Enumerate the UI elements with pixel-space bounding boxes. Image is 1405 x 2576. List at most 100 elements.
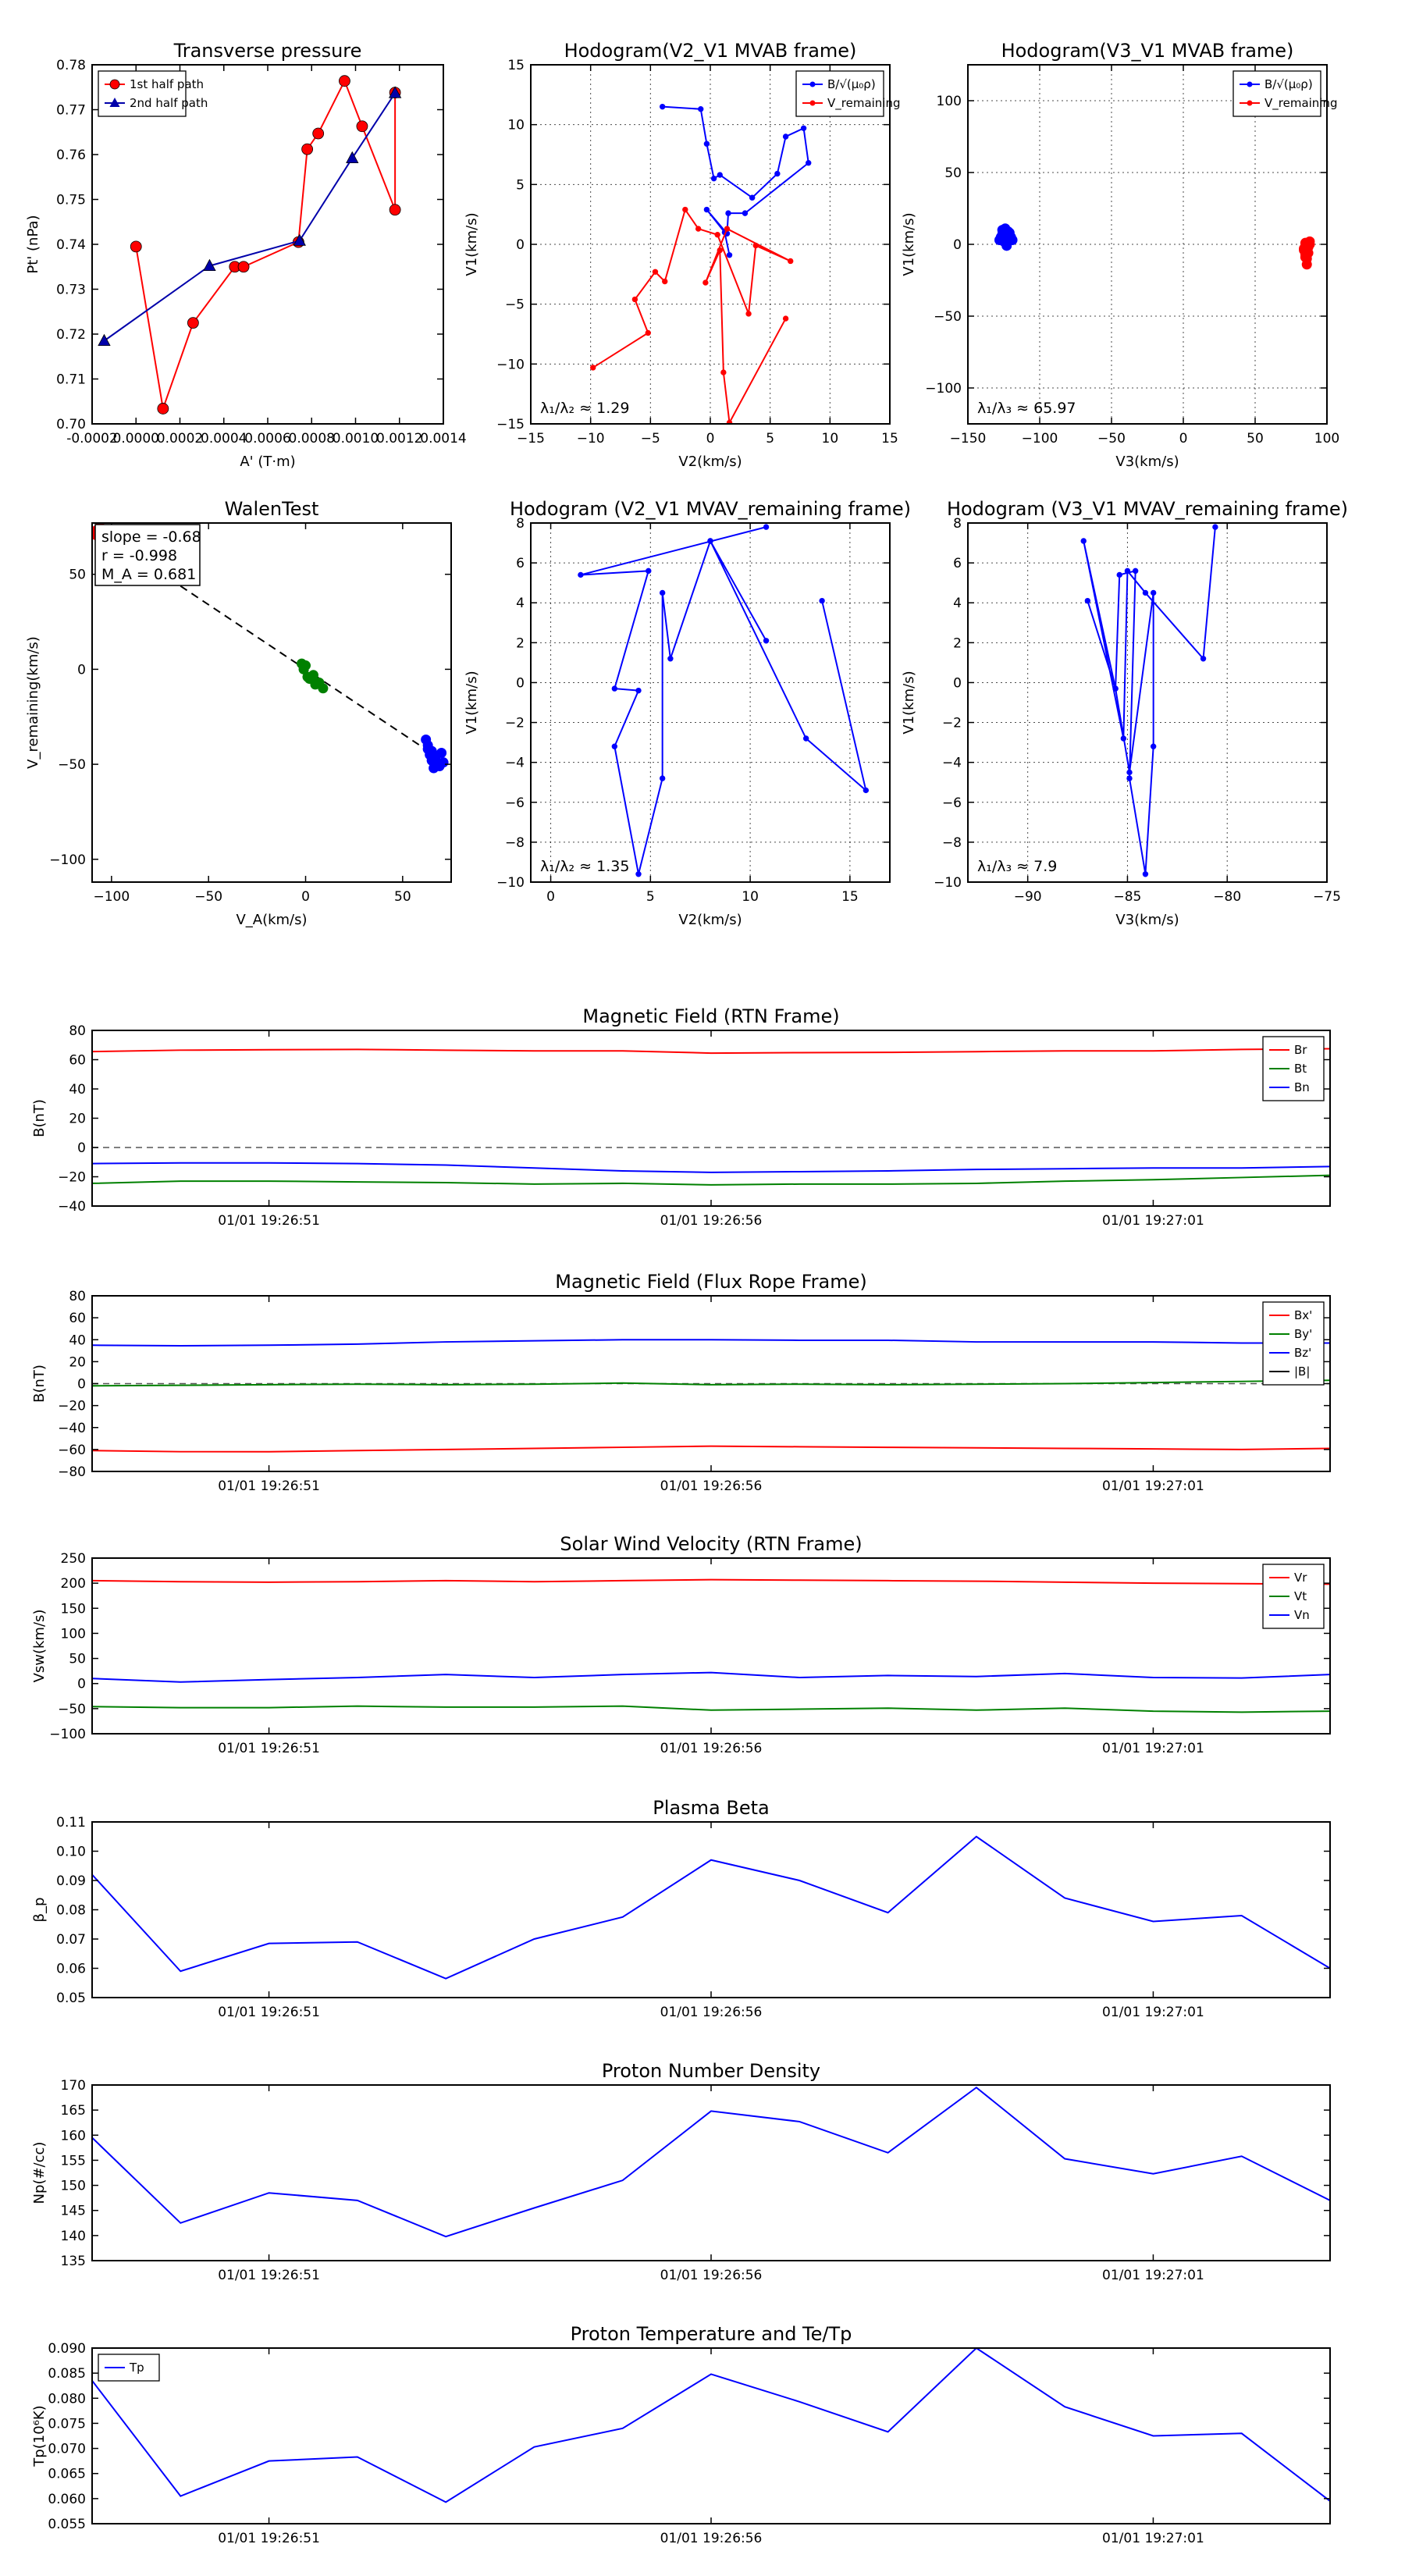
y-tick-label: 0.07 — [56, 1932, 86, 1948]
data-point — [1132, 568, 1139, 575]
y-tick-label: −8 — [505, 835, 525, 851]
series-line-Bt — [92, 1174, 1330, 1186]
x-tick-label: −85 — [1113, 889, 1141, 905]
data-point — [703, 141, 710, 147]
x-tick-label: 01/01 19:26:51 — [218, 2005, 320, 2020]
x-tick-label: 01/01 19:26:51 — [218, 2531, 320, 2546]
eigenvalue-ratio: λ₁/λ₃ ≈ 65.97 — [977, 400, 1076, 417]
chart-title: Solar Wind Velocity (RTN Frame) — [560, 1533, 862, 1555]
y-tick-label: 50 — [944, 165, 962, 181]
data-point — [1124, 568, 1131, 575]
data-point — [1120, 735, 1127, 742]
data-point — [312, 127, 325, 140]
y-tick-label: 0.78 — [56, 58, 86, 73]
y-tick-label: 170 — [61, 2078, 86, 2094]
stats-line: M_A = 0.681 — [101, 566, 196, 583]
legend-label: Bz' — [1294, 1346, 1311, 1360]
y-axis-label: V1(km/s) — [901, 212, 917, 276]
chart-np: Proton Number Density 01/01 19:26:51 01/01… — [31, 2060, 1331, 2283]
data-point — [1126, 769, 1133, 776]
x-tick-label: 0.0008 — [289, 431, 335, 447]
plot-area — [92, 1339, 1330, 1453]
x-tick-label: 0 — [1179, 431, 1188, 447]
y-tick-label: 165 — [61, 2103, 86, 2119]
y-tick-label: 15 — [507, 58, 525, 73]
data-point — [1084, 597, 1091, 604]
y-axis-label: Vsw(km/s) — [31, 1610, 48, 1683]
x-tick-label: 01/01 19:26:56 — [660, 2531, 763, 2546]
y-tick-label: 60 — [69, 1053, 86, 1069]
data-point — [187, 317, 199, 329]
legend-label: V_remaining — [1264, 96, 1338, 111]
y-tick-label: 0.73 — [56, 283, 86, 298]
x-tick-label: 0 — [706, 431, 715, 447]
chart-title: Magnetic Field (RTN Frame) — [582, 1005, 839, 1027]
data-point — [1150, 589, 1157, 596]
y-tick-label: −6 — [942, 795, 962, 811]
y-tick-label: 0.09 — [56, 1873, 86, 1889]
y-tick-label: −40 — [58, 1199, 86, 1215]
data-point — [1142, 589, 1149, 596]
y-tick-label: 0.74 — [56, 237, 86, 253]
x-axis-label: A' (T·m) — [240, 454, 295, 470]
y-tick-label: −50 — [934, 309, 962, 325]
x-axis-label: V2(km/s) — [678, 912, 742, 928]
data-point — [710, 175, 717, 182]
series-line-Bz' — [92, 1339, 1330, 1347]
x-tick-label: 01/01 19:26:51 — [218, 1213, 320, 1229]
y-tick-label: 0.70 — [56, 417, 86, 432]
chart-title: Proton Temperature and Te/Tp — [571, 2323, 852, 2345]
x-tick-label: 01/01 19:27:01 — [1102, 1213, 1204, 1229]
legend-box — [1262, 1301, 1325, 1386]
data-point — [745, 311, 752, 317]
chart-hr12: Hodogram (V2_V1 MVAV_remaining frame) 0 5 1… — [464, 498, 911, 928]
data-point — [388, 86, 402, 98]
y-tick-label: −4 — [505, 756, 525, 771]
series-line-Tp — [92, 2348, 1330, 2503]
plot-area — [98, 75, 402, 415]
data-point — [631, 296, 638, 303]
data-point — [717, 247, 723, 254]
x-tick-label: −100 — [1022, 431, 1058, 447]
y-tick-label: 40 — [69, 1332, 86, 1348]
data-point — [659, 103, 666, 110]
data-point — [782, 315, 789, 322]
legend-label: Bn — [1294, 1080, 1310, 1094]
plot-frame — [91, 64, 444, 425]
chart-hr13: Hodogram (V3_V1 MVAV_remaining frame) −90… — [901, 498, 1348, 928]
y-tick-label: −10 — [496, 875, 525, 891]
data-point — [1000, 233, 1011, 244]
y-tick-label: 100 — [61, 1626, 86, 1642]
plot-frame — [530, 522, 891, 883]
plot-frame — [967, 522, 1328, 883]
y-tick-label: 0 — [77, 1140, 86, 1156]
data-point — [752, 242, 759, 249]
y-tick-label: 0 — [77, 1677, 86, 1692]
eigenvalue-ratio: λ₁/λ₃ ≈ 7.9 — [977, 858, 1057, 875]
y-tick-label: 150 — [61, 1601, 86, 1617]
data-point — [1300, 249, 1311, 260]
data-point — [800, 125, 807, 131]
y-tick-label: −80 — [58, 1464, 86, 1480]
y-tick-label: 0 — [953, 675, 962, 691]
x-tick-label: 0 — [546, 889, 555, 905]
y-tick-label: 0.090 — [48, 2341, 86, 2357]
y-tick-label: 6 — [953, 556, 962, 571]
legend-marker — [109, 79, 120, 90]
y-tick-label: 160 — [61, 2128, 86, 2144]
series-line-2nd half path — [103, 92, 396, 342]
x-tick-label: −90 — [1014, 889, 1042, 905]
x-tick-label: 10 — [742, 889, 759, 905]
series-line-Br — [92, 1048, 1330, 1055]
legend-label: Bt — [1294, 1062, 1307, 1076]
x-tick-label: 01/01 19:26:56 — [660, 1741, 763, 1756]
y-tick-label: 250 — [61, 1551, 86, 1567]
chart-tpt: Proton Temperature and Te/Tp 01/01 19:26:… — [31, 2323, 1331, 2546]
y-tick-label: 0 — [516, 675, 525, 691]
chart-h12: Hodogram(V2_V1 MVAB frame) −15 −10 −5 0 5 10 15… — [464, 40, 901, 470]
legend-label: B/√(μ₀ρ) — [827, 77, 876, 91]
data-point — [98, 333, 111, 347]
data-point — [863, 787, 870, 794]
x-tick-label: 0.0004 — [201, 431, 247, 447]
plot-frame — [91, 1821, 1331, 1998]
